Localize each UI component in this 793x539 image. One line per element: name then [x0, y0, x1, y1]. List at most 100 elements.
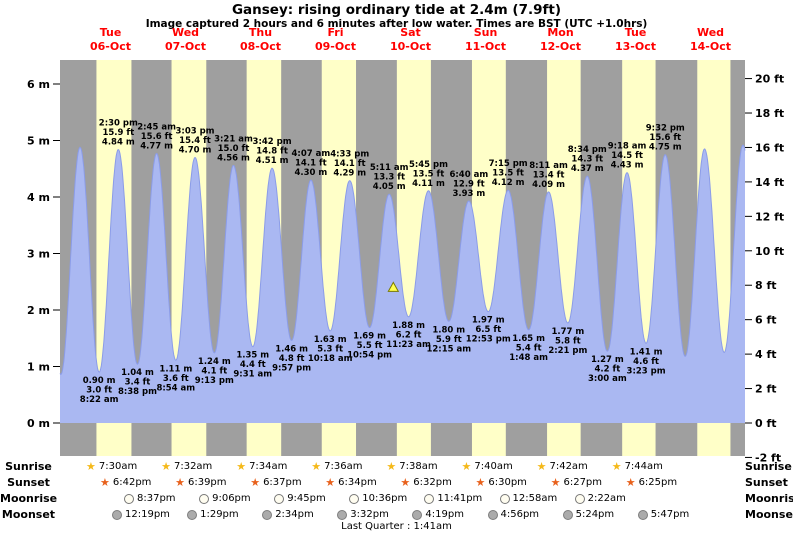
day-band [547, 60, 581, 456]
low-tide-annotation: 1.46 m 4.8 ft 9:57 pm [272, 345, 311, 374]
sunset-entry: ★ 6:25pm [626, 476, 677, 489]
sunrise-entry: ★ 7:44am [612, 460, 663, 473]
sunset-star-icon: ★ [175, 475, 185, 489]
moonrise-time: 10:36pm [362, 493, 408, 504]
moonrise-entry: 10:36pm [349, 492, 407, 505]
low-tide-annotation: 1.24 m 4.1 ft 9:13 pm [195, 357, 234, 386]
low-tide-annotation: 1.27 m 4.2 ft 3:00 am [588, 355, 627, 384]
moonset-row-label-left: Moonset [1, 508, 56, 521]
high-tide-annotation: 4:33 pm 14.1 ft 4.29 m [330, 150, 369, 179]
sunset-time: 6:27pm [563, 477, 603, 488]
day-band [622, 60, 656, 456]
high-tide-annotation: 2:45 am 15.6 ft 4.77 m [137, 122, 176, 151]
high-tide-annotation: 9:18 am 14.5 ft 4.43 m [608, 142, 647, 171]
low-tide-annotation: 0.90 m 3.0 ft 8:22 am [80, 376, 119, 405]
low-tide-annotation: 1.80 m 5.9 ft 12:15 am [426, 325, 471, 354]
moonrise-time: 2:22am [587, 493, 626, 504]
sunset-entry: ★ 6:30pm [476, 476, 527, 489]
sunrise-row-label-right: Sunrise [745, 460, 792, 473]
sunrise-entry: ★ 7:30am [86, 460, 137, 473]
page-subtitle: Image captured 2 hours and 6 minutes aft… [145, 18, 648, 30]
low-tide-annotation: 1.63 m 5.3 ft 10:18 am [308, 335, 353, 364]
sunrise-star-icon: ★ [86, 459, 96, 473]
moonset-entry: 4:19pm [412, 508, 464, 521]
moonset-moon-icon [562, 509, 573, 520]
sunrise-entry: ★ 7:36am [311, 460, 362, 473]
moonrise-time: 9:06pm [212, 493, 251, 504]
moonset-moon-icon [112, 509, 122, 520]
moonset-row-label-right: Moonset [745, 508, 793, 521]
day-band [246, 60, 282, 456]
sunrise-time: 7:44am [624, 461, 663, 472]
moonset-time: 4:19pm [425, 509, 464, 520]
moonrise-entry: 2:22am [574, 492, 626, 505]
sunset-time: 6:42pm [112, 477, 152, 488]
low-tide-annotation: 1.77 m 5.8 ft 2:21 pm [548, 327, 587, 356]
sunrise-row-label-left: Sunrise [5, 460, 52, 473]
moonset-moon-icon [187, 509, 198, 520]
moonrise-moon-icon [124, 493, 134, 504]
day-band [697, 60, 731, 456]
moonset-time: 12:19pm [125, 509, 170, 520]
right-axis-tick-label: 12 ft [755, 210, 784, 223]
day-date-label: 07-Oct [165, 40, 206, 53]
sunset-time: 6:39pm [187, 477, 227, 488]
sunset-star-icon: ★ [100, 475, 110, 489]
sunset-row-label-left: Sunset [7, 476, 50, 489]
sunrise-star-icon: ★ [536, 459, 547, 473]
moonrise-moon-icon [274, 493, 285, 504]
left-axis-tick-label: 5 m [27, 135, 50, 148]
right-axis-tick-label: 2 ft [755, 383, 777, 396]
left-axis-tick-label: 4 m [27, 191, 50, 204]
low-tide-annotation: 1.04 m 3.4 ft 8:38 pm [118, 368, 157, 397]
right-axis-tick-label: 18 ft [755, 107, 784, 120]
day-band [396, 60, 431, 456]
day-date-label: 09-Oct [315, 40, 356, 53]
right-axis-tick-label: 4 ft [755, 348, 777, 361]
sunrise-entry: ★ 7:38am [386, 460, 437, 473]
sunrise-star-icon: ★ [461, 459, 472, 473]
moonset-entry: 5:47pm [637, 508, 689, 521]
sunrise-time: 7:34am [249, 461, 288, 472]
sunset-time: 6:37pm [263, 477, 302, 488]
sunrise-star-icon: ★ [311, 459, 322, 473]
day-date-label: 08-Oct [240, 40, 281, 53]
moonset-entry: 4:56pm [487, 508, 540, 521]
sunset-star-icon: ★ [550, 475, 561, 489]
sunset-entry: ★ 6:42pm [100, 476, 151, 489]
low-tide-annotation: 1.65 m 5.4 ft 1:48 am [509, 334, 548, 363]
sunset-star-icon: ★ [250, 475, 261, 489]
sunset-time: 6:34pm [338, 477, 377, 488]
moonrise-entry: 11:41pm [424, 492, 482, 505]
sunrise-time: 7:38am [399, 461, 438, 472]
sunset-entry: ★ 6:27pm [551, 476, 602, 489]
day-date-label: 11-Oct [465, 40, 506, 53]
right-axis-tick-label: 6 ft [755, 314, 777, 327]
sunset-row-label-right: Sunset [745, 476, 788, 489]
moonrise-row-label-left: Moonrise [0, 492, 58, 505]
sunset-entry: ★ 6:34pm [325, 476, 376, 489]
moonset-entry: 3:32pm [337, 508, 389, 521]
left-axis-tick-label: 0 m [27, 417, 50, 430]
high-tide-annotation: 9:32 pm 15.6 ft 4.75 m [646, 124, 685, 153]
sunset-entry: ★ 6:39pm [175, 476, 226, 489]
moonrise-entry: 9:06pm [199, 492, 251, 505]
moonrise-time: 11:41pm [437, 493, 483, 504]
moonset-time: 4:56pm [500, 509, 540, 520]
sunset-entry: ★ 6:37pm [250, 476, 301, 489]
left-axis-tick-label: 6 m [27, 78, 50, 91]
high-tide-annotation: 6:40 am 12.9 ft 3.93 m [449, 170, 488, 199]
left-axis-tick-label: 1 m [27, 361, 50, 374]
moonset-time: 2:34pm [275, 509, 314, 520]
high-tide-annotation: 8:11 am 13.4 ft 4.09 m [529, 161, 568, 190]
right-axis-tick-label: 0 ft [755, 417, 777, 430]
moonrise-moon-icon [424, 493, 435, 504]
low-tide-annotation: 1.88 m 6.2 ft 11:23 am [386, 321, 431, 350]
moonset-entry: 12:19pm [112, 508, 170, 521]
day-band [171, 60, 207, 456]
right-axis-tick-label: 20 ft [755, 73, 784, 86]
moonrise-entry: 12:58am [499, 492, 557, 505]
moonrise-entry: 8:37pm [124, 492, 176, 505]
day-date-label: 06-Oct [90, 40, 131, 53]
